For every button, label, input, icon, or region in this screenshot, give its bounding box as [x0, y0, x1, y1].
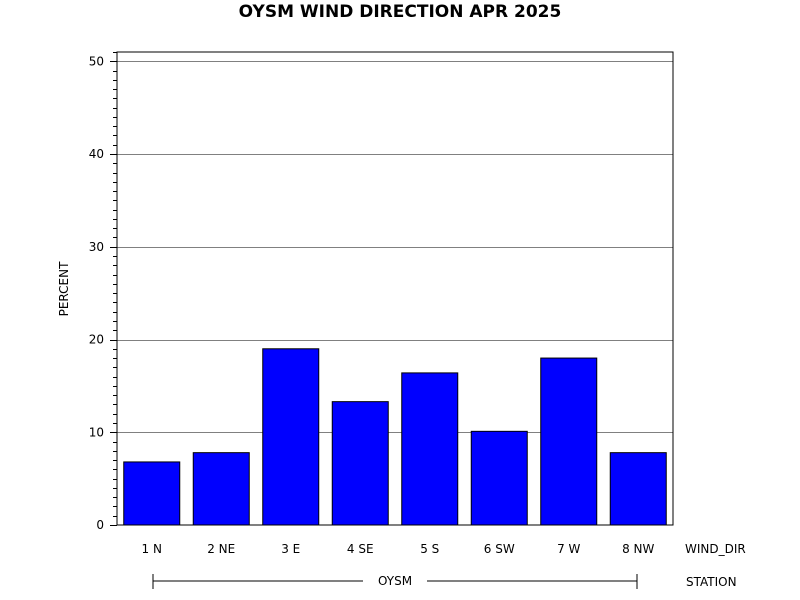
y-tick-label-40: 40 [89, 147, 104, 161]
chart-title: OYSM WIND DIRECTION APR 2025 [239, 2, 562, 22]
bar-5-s [401, 372, 459, 526]
x-tick-label-3-e: 3 E [281, 542, 300, 556]
bar-1-n [123, 461, 181, 526]
y-tick-label-10: 10 [89, 425, 104, 439]
y-tick-label-50: 50 [89, 54, 104, 68]
x-tick-label-1-n: 1 N [142, 542, 162, 556]
plot-frame [116, 51, 674, 526]
bar-2-ne [192, 452, 250, 526]
x-axis-ticks: 1 N 2 NE 3 E 4 SE 5 S 6 SW 7 W 8 NW [142, 542, 655, 556]
bar-7-w [540, 357, 598, 526]
y-axis-title: PERCENT [57, 261, 71, 316]
bar-4-se [331, 401, 389, 526]
group-axis-title: STATION [686, 575, 737, 589]
y-tick-label-30: 30 [89, 240, 104, 254]
y-tick-label-0: 0 [96, 518, 104, 532]
bar-3-e [262, 348, 320, 526]
station-group-label: OYSM [378, 574, 412, 588]
x-tick-label-2-ne: 2 NE [207, 542, 235, 556]
y-tick-label-20: 20 [89, 333, 104, 347]
x-tick-label-7-w: 7 W [557, 542, 580, 556]
x-tick-label-4-se: 4 SE [347, 542, 374, 556]
x-axis-title: WIND_DIR [685, 542, 746, 556]
station-group-bracket: OYSM [152, 574, 638, 589]
bars [123, 348, 667, 526]
x-tick-label-6-sw: 6 SW [484, 542, 515, 556]
y-axis-ticks: 0 10 20 30 40 50 [89, 52, 117, 532]
bar-8-nw [609, 452, 667, 526]
x-tick-label-5-s: 5 S [420, 542, 439, 556]
bar-6-sw [470, 430, 528, 526]
x-tick-label-8-nw: 8 NW [622, 542, 654, 556]
